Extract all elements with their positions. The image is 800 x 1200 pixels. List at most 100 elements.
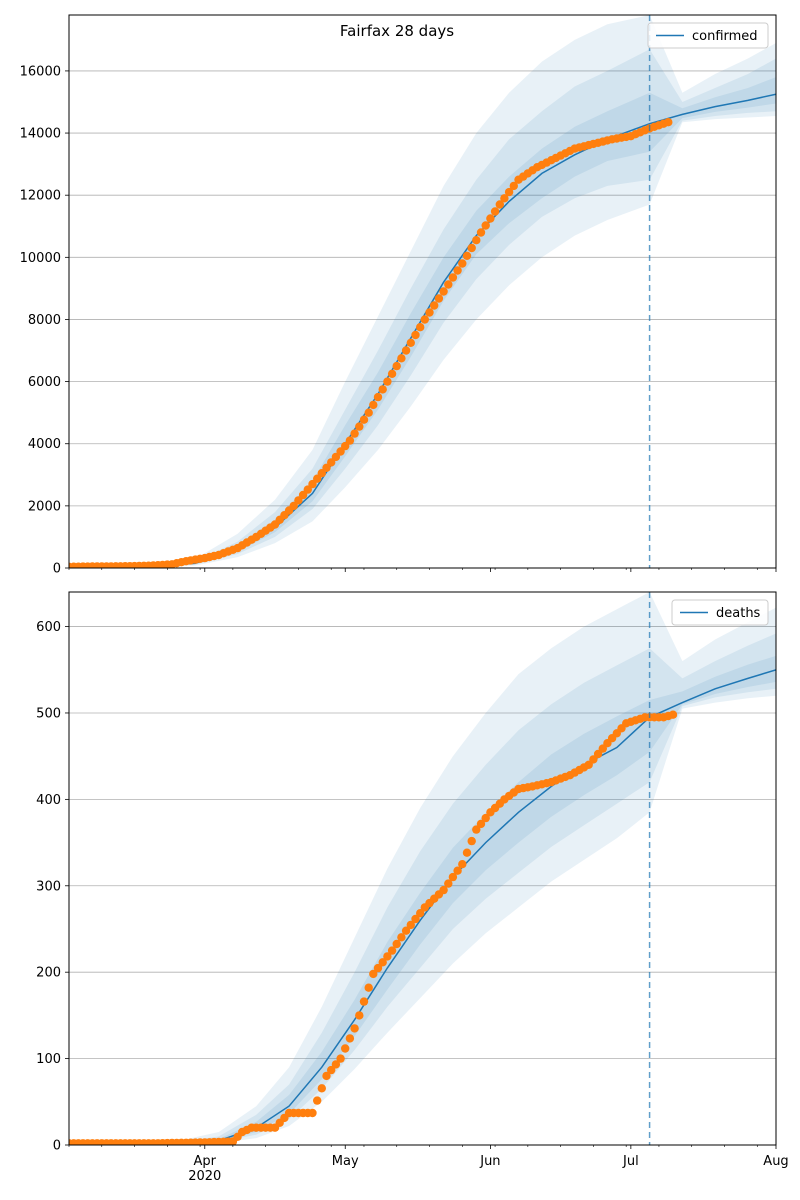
observed-point [383,952,392,961]
y-tick-label: 16000 [20,64,61,79]
y-tick-label: 8000 [28,313,61,328]
observed-point [458,860,467,869]
x-tick-label: Apr 2020 [188,1154,221,1184]
observed-point [294,496,303,505]
observed-point [364,408,373,417]
observed-point [317,1084,326,1093]
plot-area [69,15,776,568]
y-tick-label: 4000 [28,437,61,452]
legend-box [647,22,769,49]
observed-point [378,385,387,394]
observed-point [439,885,448,895]
confidence-band-2 [69,655,776,1145]
observed-point [453,266,462,275]
legend: confirmed [647,22,769,49]
observed-point [416,909,425,918]
observed-point [467,836,476,846]
observed-point [481,813,490,823]
observed-point [313,474,322,483]
observed-point [486,214,495,223]
observed-point [462,251,472,260]
observed-point [472,236,481,245]
observed-point [444,879,453,888]
observed-point [350,1024,359,1033]
y-tick-label: 14000 [20,127,61,142]
observed-point [397,933,406,942]
x-tick-label: May [332,1154,359,1169]
observed-point [387,369,397,378]
observed-point [289,501,298,511]
observed-point [476,819,486,829]
observed-point [313,1096,322,1105]
observed-point [383,377,392,386]
observed-point [500,194,509,203]
observed-point [504,187,514,197]
observed-point [406,338,415,347]
observed-point [472,825,481,834]
observed-point [490,207,500,216]
confirmed-panel: 0 2000 4000 6000 8000 10000 12000 14000 16000 con… [20,14,777,577]
y-tick-label: 600 [36,620,61,635]
observed-point [322,1071,331,1081]
observed-point [420,315,429,324]
observed-point [411,330,420,340]
observed-point [373,963,383,973]
observed-point [345,436,355,445]
observed-point [401,926,411,935]
observed-point [509,181,518,191]
y-tick-label: 400 [36,793,61,808]
observed-point [345,1034,355,1043]
observed-point [416,323,425,332]
observed-point [462,848,472,857]
observed-point [434,294,444,303]
observed-point [453,866,462,875]
observed-point [448,273,458,282]
y-tick-label: 200 [36,966,61,981]
observed-point [664,118,673,127]
observed-point [317,469,326,478]
observed-point [481,221,490,230]
observed-point [336,1054,345,1063]
observed-point [369,969,378,979]
y-tick-label: 100 [36,1052,61,1067]
observed-point [593,749,603,759]
observed-point [448,872,458,882]
observed-point [392,361,401,371]
observed-point [308,1108,317,1118]
x-tick-label: Jul [622,1154,639,1169]
observed-point [322,463,331,472]
observed-point [392,939,401,949]
x-tick-label: Jun [479,1154,500,1169]
figure-title: Fairfax 28 days [340,22,454,40]
confidence-band-1 [69,49,776,568]
observed-point [331,452,341,462]
plot-area [69,592,776,1145]
confidence-band-0 [69,592,776,1145]
y-tick-label: 0 [53,1139,61,1154]
legend-box [671,599,769,626]
observed-point [401,346,411,355]
x-tick-label: Aug [763,1154,788,1169]
legend-label: deaths [716,606,761,621]
observed-point [495,200,504,209]
observed-point [425,308,434,317]
observed-point [397,354,406,363]
legend-label: confirmed [692,29,758,44]
observed-point [355,422,364,431]
observed-point [458,259,467,268]
observed-point [341,441,350,451]
confidence-band-1 [69,633,776,1145]
observed-point [369,400,378,410]
axes-frame [68,14,777,569]
observed-point [359,415,369,424]
observed-point [327,458,336,467]
observed-point [364,983,373,992]
observed-point [298,490,308,500]
confidence-band-0 [69,15,776,568]
y-tick-label: 2000 [28,499,61,514]
observed-point [439,287,448,296]
y-tick-label: 300 [36,879,61,894]
y-tick-label: 500 [36,706,61,721]
observed-point [359,997,369,1006]
observed-point [476,228,486,237]
